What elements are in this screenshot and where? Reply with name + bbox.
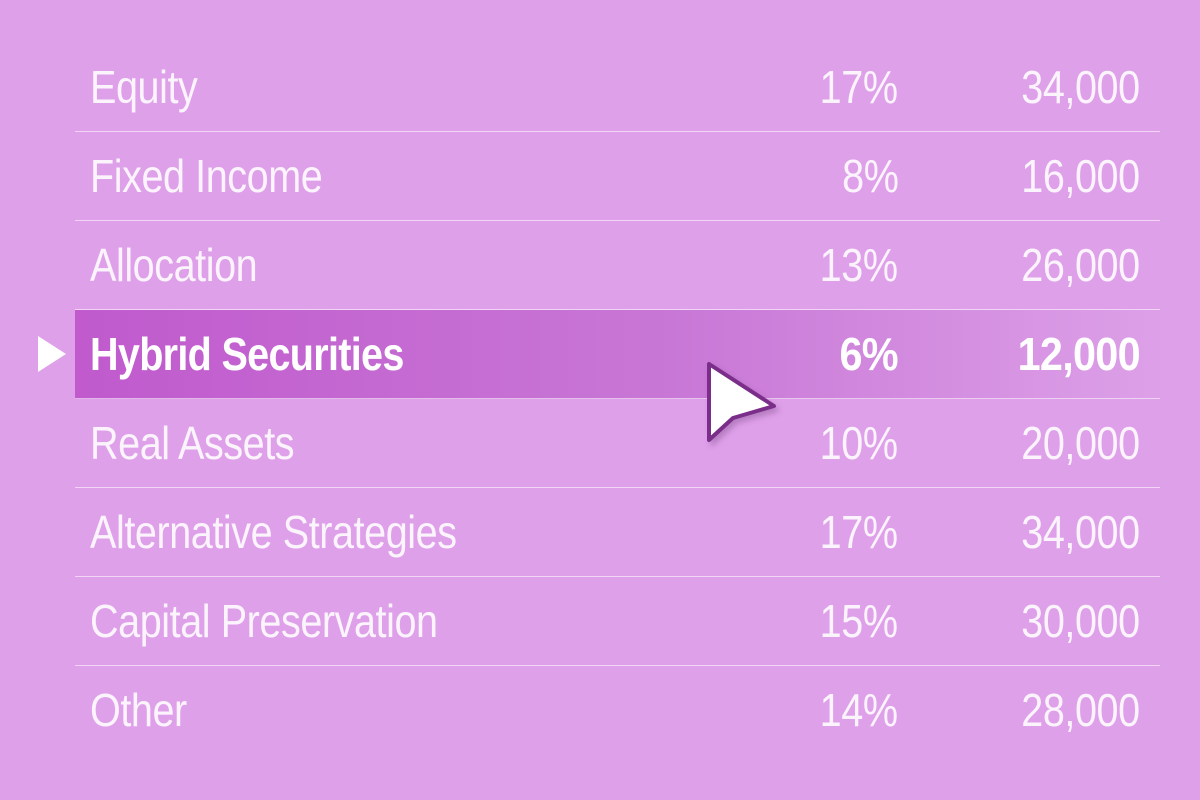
- table-row-real-assets[interactable]: Real Assets 10% 20,000: [75, 399, 1160, 488]
- row-percent: 15%: [820, 595, 898, 647]
- row-name: Allocation: [90, 239, 258, 291]
- row-name: Capital Preservation: [90, 595, 438, 647]
- mouse-cursor-icon: [707, 362, 776, 442]
- table-row-alternative-strategies[interactable]: Alternative Strategies 17% 34,000: [75, 488, 1160, 577]
- table-row-capital-preservation[interactable]: Capital Preservation 15% 30,000: [75, 577, 1160, 666]
- row-percent: 17%: [820, 61, 898, 113]
- row-amount: 20,000: [1021, 417, 1141, 469]
- row-name: Alternative Strategies: [90, 506, 457, 558]
- row-name: Equity: [90, 61, 198, 113]
- row-percent: 8%: [841, 150, 899, 202]
- row-amount: 28,000: [1021, 684, 1141, 736]
- row-amount: 26,000: [1021, 239, 1141, 291]
- row-percent: 6%: [839, 328, 899, 380]
- triangle-right-icon: [38, 336, 66, 372]
- row-amount: 34,000: [1021, 61, 1141, 113]
- row-amount: 30,000: [1021, 595, 1141, 647]
- row-name: Other: [90, 684, 187, 736]
- table-row-equity[interactable]: Equity 17% 34,000: [75, 43, 1160, 132]
- row-name: Fixed Income: [90, 150, 323, 202]
- row-percent: 14%: [820, 684, 898, 736]
- table-row-other[interactable]: Other 14% 28,000: [75, 666, 1160, 755]
- row-name: Hybrid Securities: [90, 328, 404, 380]
- row-percent: 13%: [820, 239, 898, 291]
- allocation-table: Equity 17% 34,000 Fixed Income 8% 16,000…: [75, 43, 1160, 755]
- table-row-fixed-income[interactable]: Fixed Income 8% 16,000: [75, 132, 1160, 221]
- row-name: Real Assets: [90, 417, 295, 469]
- row-amount: 34,000: [1021, 506, 1141, 558]
- row-percent: 17%: [820, 506, 898, 558]
- table-row-hybrid-securities-selected[interactable]: Hybrid Securities 6% 12,000: [75, 310, 1160, 399]
- row-amount: 16,000: [1021, 150, 1141, 202]
- row-amount: 12,000: [1017, 328, 1141, 380]
- row-percent: 10%: [820, 417, 898, 469]
- table-row-allocation[interactable]: Allocation 13% 26,000: [75, 221, 1160, 310]
